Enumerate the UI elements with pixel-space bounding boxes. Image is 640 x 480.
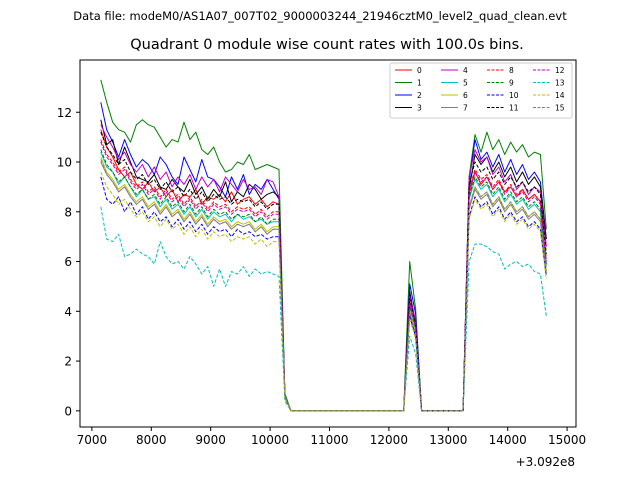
legend-label-6: 6 [463,91,468,100]
x-offset-label: +3.092e8 [516,455,575,469]
series-line-11 [100,132,547,412]
x-tick-label: 9000 [195,433,226,447]
series-line-9 [100,149,547,412]
legend-label-11: 11 [509,103,519,112]
legend-label-14: 14 [555,91,565,100]
x-tick-label: 14000 [489,433,527,447]
legend-label-9: 9 [509,78,514,87]
y-tick-label: 12 [57,106,72,120]
legend-label-2: 2 [417,91,422,100]
series-line-13 [100,206,547,412]
series-layer [100,79,547,412]
series-line-10 [100,176,547,412]
series-line-6 [100,156,547,412]
series-line-5 [100,151,547,412]
series-line-15 [100,159,547,412]
x-tick-label: 7000 [77,433,108,447]
legend-label-1: 1 [417,78,422,87]
legend-label-5: 5 [463,78,468,87]
y-tick-label: 2 [64,355,72,369]
x-tick-label: 12000 [370,433,408,447]
legend-label-0: 0 [417,66,422,75]
legend-label-15: 15 [555,103,565,112]
plot-frame [79,59,577,428]
y-tick-label: 8 [64,205,72,219]
series-line-12 [100,141,547,412]
axes-layer: 7000 8000 9000 10000 11000 12000 13000 14000 150… [57,59,586,447]
legend-label-10: 10 [509,91,519,100]
legend-label-8: 8 [509,66,514,75]
chart-title: Quadrant 0 module wise count rates with … [130,37,524,53]
x-tick-label: 13000 [429,433,467,447]
legend-label-12: 12 [555,66,565,75]
suptitle: Data file: modeM0/AS1A07_007T02_90000032… [73,9,567,23]
y-tick-label: 6 [64,255,72,269]
x-tick-label: 10000 [251,433,289,447]
x-tick-label: 15000 [548,433,586,447]
x-tick-label: 8000 [136,433,167,447]
y-tick-label: 4 [64,305,72,319]
legend-label-7: 7 [463,103,468,112]
legend-label-3: 3 [417,103,422,112]
series-line-8 [100,139,547,412]
legend-label-4: 4 [463,66,468,75]
series-line-3 [100,119,547,412]
x-tick-label: 11000 [310,433,348,447]
legend-label-13: 13 [555,78,565,87]
series-line-14 [100,171,547,412]
y-tick-label: 10 [57,156,72,170]
legend-box [389,62,573,119]
series-line-0 [100,129,547,412]
y-tick-label: 0 [64,404,72,418]
series-line-1 [100,79,547,412]
series-line-4 [100,124,547,412]
